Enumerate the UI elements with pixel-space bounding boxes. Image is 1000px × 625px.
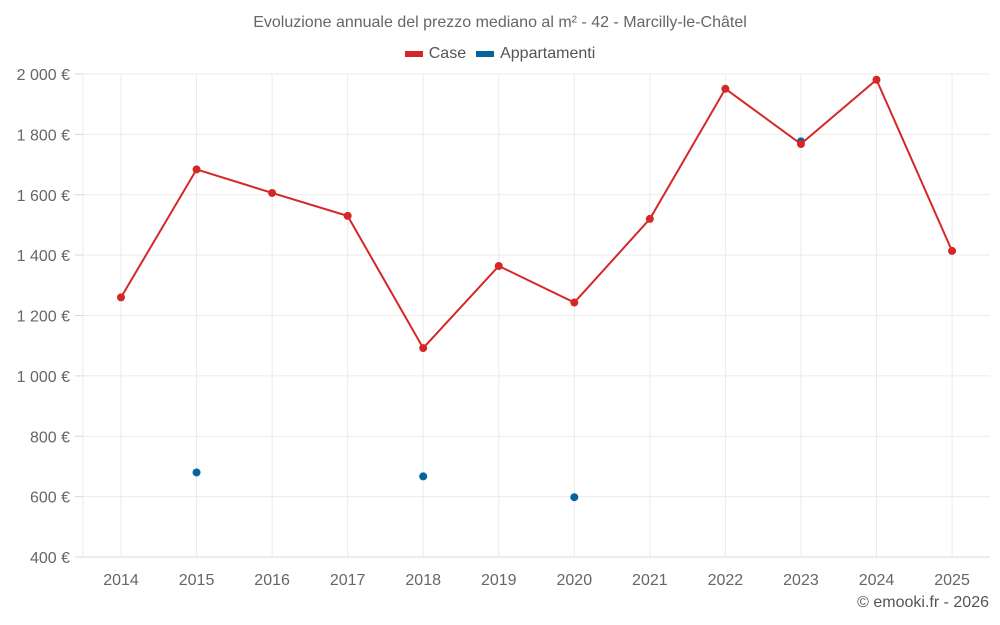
x-tick-label: 2017 <box>330 572 366 589</box>
y-tick-label: 1 800 € <box>17 127 70 144</box>
data-point-case <box>192 165 201 174</box>
data-point-case <box>796 140 805 149</box>
x-tick-label: 2018 <box>405 572 441 589</box>
x-tick-label: 2021 <box>632 572 668 589</box>
legend-item-appartamenti[interactable]: Appartamenti <box>476 45 595 63</box>
series-line-case <box>120 78 953 350</box>
data-point-case <box>343 211 352 220</box>
x-tick-label: 2025 <box>934 572 970 589</box>
data-point-case <box>117 293 125 302</box>
data-point-case <box>419 344 428 353</box>
x-tick-label: 2022 <box>708 572 744 589</box>
y-tick-label: 600 € <box>30 490 70 507</box>
y-tick-label: 800 € <box>30 429 70 446</box>
y-tick-label: 1 000 € <box>17 369 70 386</box>
x-tick-label: 2024 <box>859 572 895 589</box>
gridlines <box>82 73 990 558</box>
legend-swatch-case <box>404 51 423 57</box>
axes: 400 € 600 € 800 € 1 000 € 1 200 € 1 400 € 1 60… <box>17 67 970 589</box>
legend-swatch-appartamenti <box>476 51 495 57</box>
y-tick-label: 1 200 € <box>17 309 70 326</box>
data-point-case <box>268 188 277 197</box>
x-tick-label: 2019 <box>481 572 517 589</box>
data-point-case <box>948 246 957 255</box>
y-tick-label: 2 000 € <box>17 67 70 84</box>
x-tick-label: 2016 <box>254 572 290 589</box>
x-tick-label: 2015 <box>179 572 215 589</box>
legend-label-appartamenti: Appartamenti <box>500 45 596 62</box>
x-tick-label: 2020 <box>557 572 593 589</box>
y-tick-label: 400 € <box>30 550 70 567</box>
x-tick-label: 2014 <box>103 572 139 589</box>
y-tick-label: 1 600 € <box>17 188 70 205</box>
x-tick-label: 2023 <box>783 572 819 589</box>
data-point-appartamenti <box>192 468 201 477</box>
y-tick-label: 1 400 € <box>17 248 70 265</box>
legend: Case Appartamenti <box>0 45 1000 63</box>
series-marks <box>117 75 957 502</box>
data-point-case <box>721 84 730 93</box>
data-point-case <box>645 214 654 223</box>
data-point-case <box>494 261 503 270</box>
data-point-case <box>872 75 881 84</box>
data-point-case <box>570 298 579 307</box>
credit-text: © emooki.fr - 2026 <box>857 594 989 611</box>
data-point-appartamenti <box>419 472 428 481</box>
chart-title: Evoluzione annuale del prezzo mediano al… <box>253 14 747 31</box>
legend-label-case: Case <box>428 45 467 62</box>
data-point-appartamenti <box>570 493 579 502</box>
legend-item-case[interactable]: Case <box>404 45 467 63</box>
